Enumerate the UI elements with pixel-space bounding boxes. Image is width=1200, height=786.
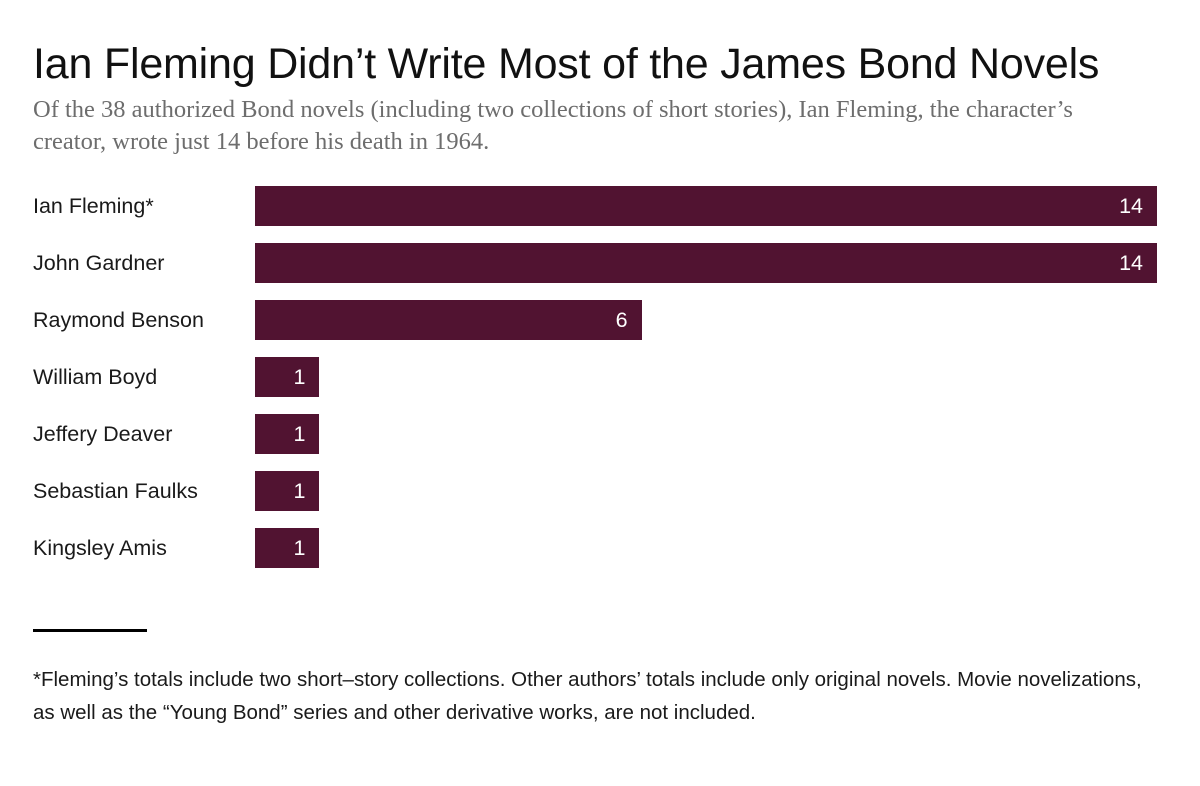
bar-row[interactable]: Ian Fleming* 14 xyxy=(0,186,1200,226)
bar-track: 1 xyxy=(255,528,1165,568)
bar-category-label: John Gardner xyxy=(33,251,165,275)
bar-track: 6 xyxy=(255,300,1165,340)
bar-category-label: Ian Fleming* xyxy=(33,194,154,218)
bar-category-label: Raymond Benson xyxy=(33,308,204,332)
bar-row[interactable]: William Boyd 1 xyxy=(0,357,1200,397)
bar-fill[interactable]: 6 xyxy=(255,300,642,340)
bar-value-label: 1 xyxy=(293,422,306,446)
bar-row[interactable]: Jeffery Deaver 1 xyxy=(0,414,1200,454)
bar-value-label: 6 xyxy=(615,308,628,332)
bar-category-label: Sebastian Faulks xyxy=(33,479,198,503)
bar-category-label: Kingsley Amis xyxy=(33,536,167,560)
bar-track: 1 xyxy=(255,357,1165,397)
bar-track: 14 xyxy=(255,186,1165,226)
bar-fill[interactable]: 1 xyxy=(255,414,320,454)
bar-value-label: 1 xyxy=(293,536,306,560)
footnote-divider xyxy=(33,629,147,632)
bar-chart: Ian Fleming* 14 John Gardner 14 Raymond Bens… xyxy=(0,186,1200,568)
bar-value-label: 1 xyxy=(293,479,306,503)
bar-value-label: 14 xyxy=(1119,251,1143,275)
bar-category-label: William Boyd xyxy=(33,365,158,389)
chart-header: Ian Fleming Didn’t Write Most of the Jam… xyxy=(33,38,1153,158)
bar-fill[interactable]: 14 xyxy=(255,186,1157,226)
bar-category-label: Jeffery Deaver xyxy=(33,422,173,446)
bar-value-label: 1 xyxy=(293,365,306,389)
bar-fill[interactable]: 1 xyxy=(255,357,320,397)
bar-value-label: 14 xyxy=(1119,194,1143,218)
bar-track: 1 xyxy=(255,414,1165,454)
page-title: Ian Fleming Didn’t Write Most of the Jam… xyxy=(33,40,1100,88)
bar-track: 14 xyxy=(255,243,1165,283)
bar-row[interactable]: Kingsley Amis 1 xyxy=(0,528,1200,568)
bar-track: 1 xyxy=(255,471,1165,511)
bar-row[interactable]: Sebastian Faulks 1 xyxy=(0,471,1200,511)
chart-footer: *Fleming’s totals include two short–stor… xyxy=(33,629,1153,729)
bar-fill[interactable]: 1 xyxy=(255,528,320,568)
bar-row[interactable]: John Gardner 14 xyxy=(0,243,1200,283)
bar-fill[interactable]: 14 xyxy=(255,243,1157,283)
chart-subtitle: Of the 38 authorized Bond novels (includ… xyxy=(33,96,1073,155)
bar-fill[interactable]: 1 xyxy=(255,471,320,511)
bar-row[interactable]: Raymond Benson 6 xyxy=(0,300,1200,340)
footnote-text: *Fleming’s totals include two short–stor… xyxy=(33,668,1142,724)
